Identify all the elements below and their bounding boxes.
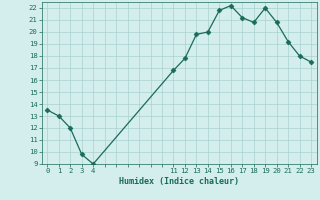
X-axis label: Humidex (Indice chaleur): Humidex (Indice chaleur) xyxy=(119,177,239,186)
